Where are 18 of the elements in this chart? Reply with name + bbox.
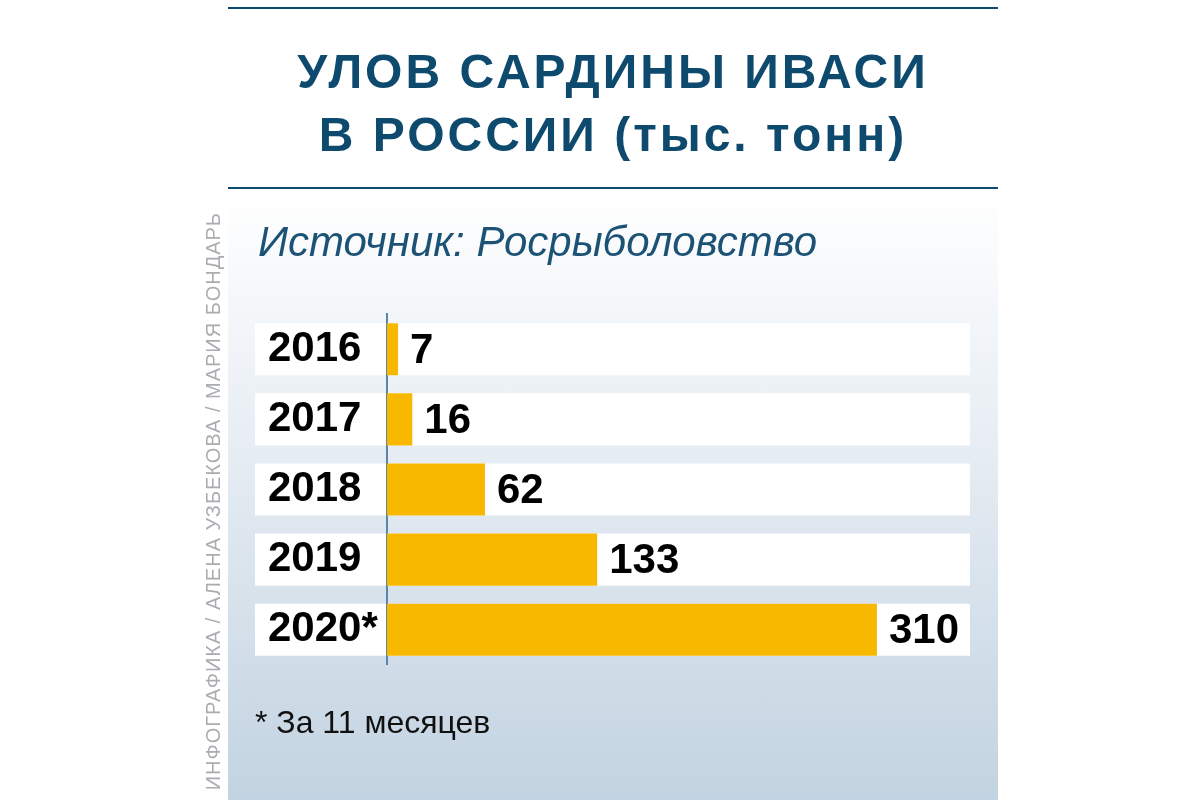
chart-subtitle: Источник: Росрыболовство	[258, 217, 818, 267]
data-label: 133	[609, 535, 680, 583]
bar	[387, 533, 598, 586]
chart-title: УЛОВ САРДИНЫ ИВАСИ В РОССИИ (тыс. тонн)	[296, 44, 930, 163]
text: ИНФОГРАФИКА / АЛЕНА УЗБЕКОВА / МАРИЯ БОНДАРЬ	[201, 212, 225, 791]
data-label: 62	[496, 465, 544, 513]
data-label: 310	[888, 605, 959, 653]
bar	[387, 323, 399, 376]
y-tick-label: 2018	[268, 463, 362, 511]
y-tick-label: 2016	[268, 322, 362, 370]
y-tick-label: 2019	[268, 533, 362, 581]
bar	[387, 393, 413, 446]
text: * За 11 месяцев	[255, 703, 491, 742]
data-label: 7	[410, 324, 434, 372]
bar	[387, 463, 485, 516]
y-tick-label: 2017	[268, 392, 362, 440]
y-tick-label: 2020*	[268, 603, 379, 651]
data-label: 16	[424, 394, 471, 442]
